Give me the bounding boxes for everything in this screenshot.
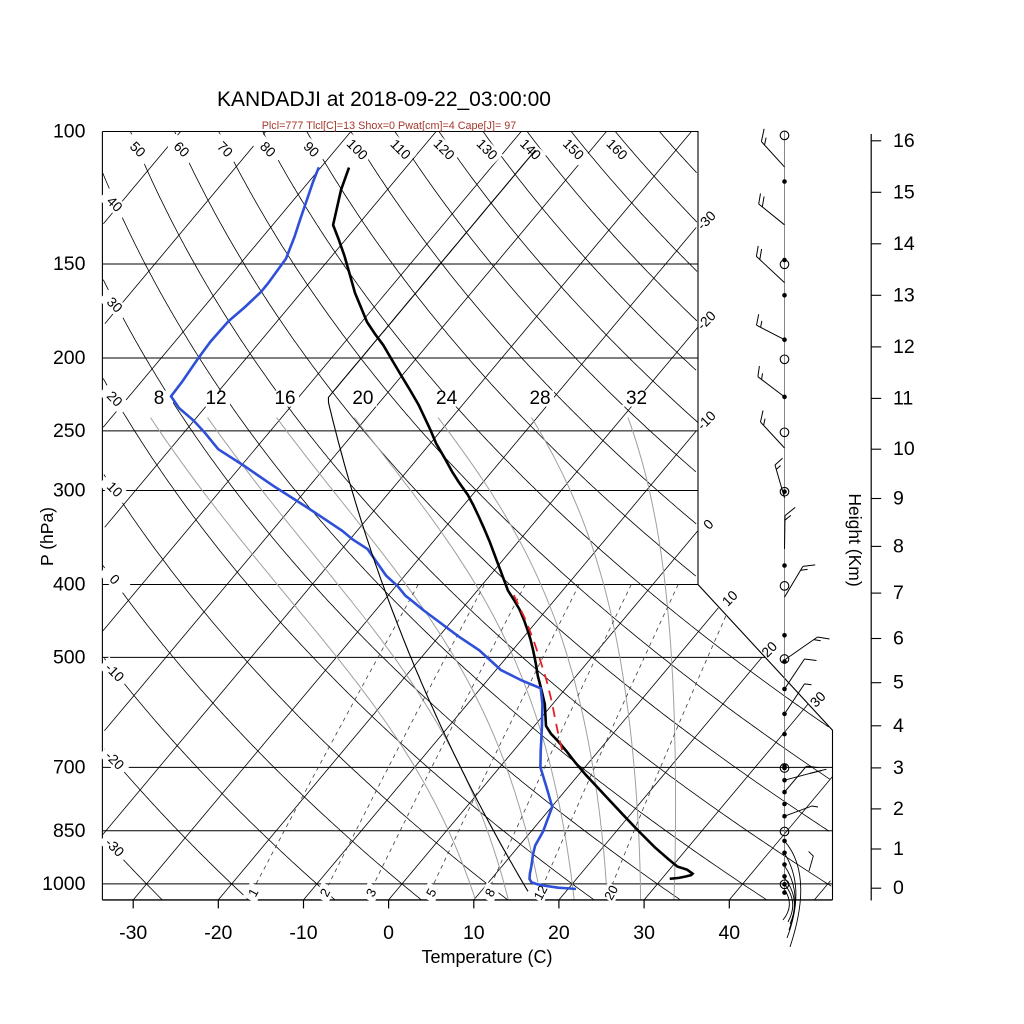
- svg-text:3: 3: [893, 757, 904, 779]
- svg-text:30: 30: [633, 922, 655, 944]
- svg-text:7: 7: [893, 582, 904, 604]
- svg-text:11: 11: [893, 387, 913, 409]
- svg-text:10: 10: [463, 922, 485, 944]
- svg-text:16: 16: [274, 388, 295, 409]
- svg-text:0: 0: [893, 877, 904, 899]
- svg-text:10: 10: [893, 438, 915, 460]
- svg-text:Temperature (C): Temperature (C): [421, 947, 552, 967]
- svg-text:200: 200: [53, 347, 86, 369]
- svg-text:16: 16: [893, 130, 915, 152]
- svg-text:32: 32: [626, 388, 647, 409]
- svg-text:850: 850: [53, 820, 86, 842]
- svg-text:400: 400: [53, 574, 86, 596]
- svg-text:Plcl=777 Tlcl[C]=13 Shox=0 Pwa: Plcl=777 Tlcl[C]=13 Shox=0 Pwat[cm]=4 Ca…: [262, 120, 517, 132]
- svg-text:20: 20: [548, 922, 570, 944]
- svg-text:Height (Km): Height (Km): [845, 493, 865, 586]
- svg-text:-10: -10: [289, 922, 317, 944]
- svg-text:100: 100: [53, 121, 86, 143]
- svg-text:5: 5: [893, 672, 904, 694]
- svg-text:P (hPa): P (hPa): [37, 507, 57, 566]
- svg-text:28: 28: [529, 388, 550, 409]
- svg-text:12: 12: [205, 388, 226, 409]
- svg-text:13: 13: [893, 284, 915, 306]
- svg-text:-30: -30: [119, 922, 147, 944]
- svg-text:14: 14: [893, 233, 915, 255]
- svg-text:150: 150: [53, 253, 86, 275]
- svg-text:6: 6: [893, 628, 904, 650]
- svg-text:500: 500: [53, 646, 86, 668]
- svg-text:KANDADJI at 2018-09-22_03:00:0: KANDADJI at 2018-09-22_03:00:00: [217, 88, 551, 111]
- svg-text:12: 12: [530, 883, 550, 903]
- svg-text:20: 20: [601, 883, 621, 903]
- svg-text:1: 1: [893, 838, 904, 860]
- svg-text:300: 300: [53, 480, 86, 502]
- svg-text:40: 40: [718, 922, 740, 944]
- svg-text:4: 4: [893, 715, 904, 737]
- svg-text:20: 20: [352, 388, 373, 409]
- svg-text:12: 12: [893, 336, 915, 358]
- svg-text:250: 250: [53, 420, 86, 442]
- svg-text:8: 8: [154, 388, 165, 409]
- svg-text:24: 24: [436, 388, 458, 409]
- svg-text:0: 0: [383, 922, 394, 944]
- svg-text:8: 8: [893, 535, 904, 557]
- svg-text:700: 700: [53, 756, 86, 778]
- svg-text:1000: 1000: [42, 873, 86, 895]
- svg-text:15: 15: [893, 181, 915, 203]
- svg-text:2: 2: [893, 798, 904, 820]
- svg-text:-20: -20: [204, 922, 232, 944]
- svg-text:9: 9: [893, 488, 904, 510]
